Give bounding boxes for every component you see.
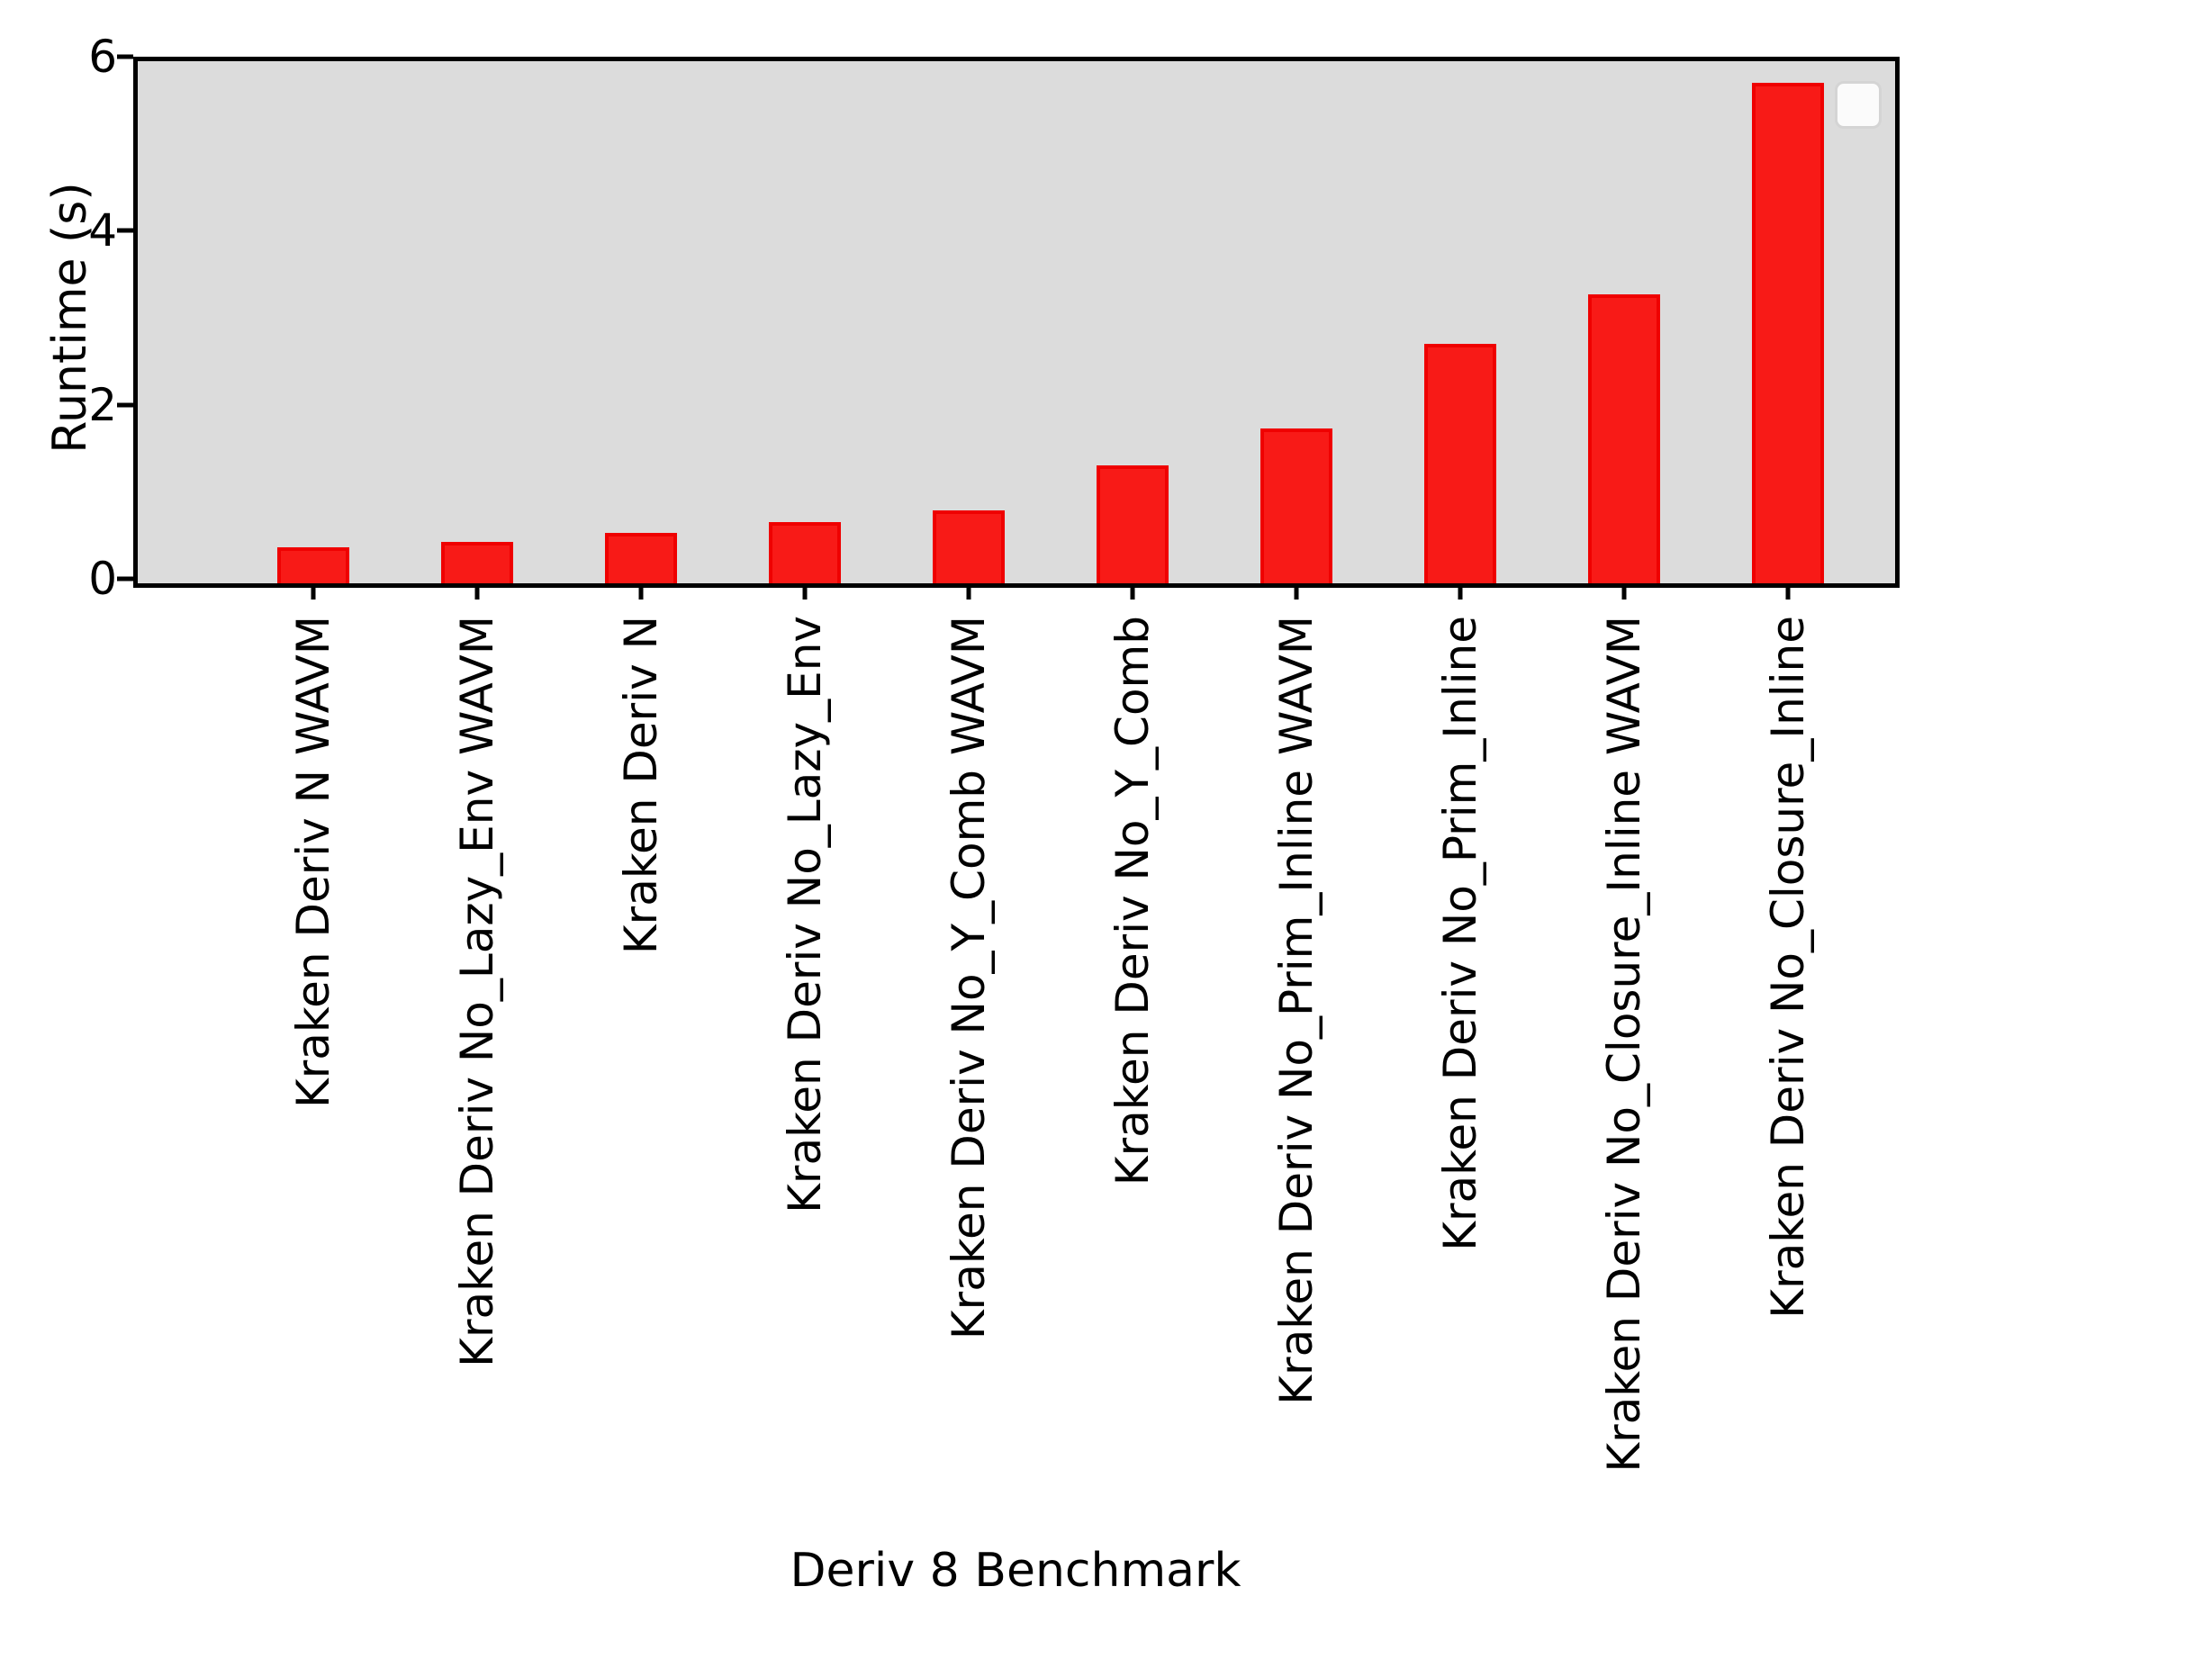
bar-6	[1097, 464, 1169, 583]
x-tick-mark	[802, 583, 808, 600]
x-tick-mark	[638, 583, 644, 600]
y-tick-label: 0	[88, 553, 117, 605]
legend-box	[1835, 81, 1882, 129]
bar-1	[277, 547, 349, 583]
x-tick-mark	[1294, 583, 1299, 600]
x-tick-label-slot: Kraken Deriv No_Y_Comb	[1051, 616, 1214, 1473]
x-tick-label: Kraken Deriv N WAVM	[286, 616, 339, 1109]
bar-8	[1424, 344, 1496, 583]
x-tick-mark	[474, 583, 480, 600]
x-tick-label: Kraken Deriv No_Y_Comb	[1106, 616, 1159, 1186]
bar-3	[605, 532, 677, 583]
bar-9	[1588, 294, 1660, 583]
bar-slot	[395, 61, 559, 583]
x-axis-label: Deriv 8 Benchmark	[790, 1544, 1241, 1598]
bar-slot	[1542, 61, 1706, 583]
x-tick-label-slot: Kraken Deriv N	[559, 616, 723, 1473]
bar-5	[933, 509, 1005, 583]
y-tick-mark	[117, 228, 133, 233]
x-tick-label: Kraken Deriv No_Y_Comb WAVM	[942, 616, 995, 1340]
bar-7	[1260, 428, 1332, 583]
x-tick-labels-container: Kraken Deriv N WAVM Kraken Deriv No_Lazy_…	[231, 616, 1870, 1473]
x-tick-label-slot: Kraken Deriv No_Closure_Inline WAVM	[1542, 616, 1706, 1473]
x-tick-label: Kraken Deriv N	[614, 616, 667, 955]
plot-area	[133, 57, 1900, 588]
x-tick-mark	[1785, 583, 1791, 600]
x-tick-label: Kraken Deriv No_Prim_Inline	[1433, 616, 1486, 1251]
x-tick-label: Kraken Deriv No_Prim_Inline WAVM	[1269, 616, 1323, 1405]
bar-2	[441, 541, 513, 583]
bars-container	[138, 61, 1895, 583]
bar-slot	[723, 61, 887, 583]
y-tick-label: 4	[88, 204, 117, 257]
bar-slot	[1214, 61, 1378, 583]
x-tick-mark	[311, 583, 316, 600]
y-tick-label: 6	[88, 31, 117, 83]
bar-slot	[559, 61, 723, 583]
x-tick-label: Kraken Deriv No_Closure_Inline WAVM	[1597, 616, 1650, 1473]
bar-slot	[231, 61, 395, 583]
bar-slot	[1706, 61, 1870, 583]
x-tick-label-slot: Kraken Deriv No_Lazy_Env	[723, 616, 887, 1473]
y-tick-mark	[117, 402, 133, 408]
bar-slot	[1051, 61, 1214, 583]
y-tick-mark	[117, 576, 133, 582]
x-tick-label-slot: Kraken Deriv No_Lazy_Env WAVM	[395, 616, 559, 1473]
bar-slot	[1378, 61, 1542, 583]
x-tick-label: Kraken Deriv No_Lazy_Env	[778, 616, 831, 1213]
x-tick-label-slot: Kraken Deriv No_Y_Comb WAVM	[887, 616, 1051, 1473]
x-tick-label-slot: Kraken Deriv No_Prim_Inline WAVM	[1214, 616, 1378, 1473]
x-tick-mark	[966, 583, 971, 600]
x-tick-label-slot: Kraken Deriv No_Closure_Inline	[1706, 616, 1870, 1473]
x-tick-mark	[1458, 583, 1463, 600]
x-tick-label: Kraken Deriv No_Lazy_Env WAVM	[450, 616, 503, 1367]
bar-10	[1752, 83, 1824, 583]
y-tick-label: 2	[88, 378, 117, 431]
x-tick-label-slot: Kraken Deriv N WAVM	[231, 616, 395, 1473]
bar-slot	[887, 61, 1051, 583]
x-tick-mark	[1130, 583, 1135, 600]
x-tick-label: Kraken Deriv No_Closure_Inline	[1761, 616, 1814, 1319]
x-tick-mark	[1621, 583, 1627, 600]
x-tick-label-slot: Kraken Deriv No_Prim_Inline	[1378, 616, 1542, 1473]
y-tick-mark	[117, 54, 133, 59]
bar-4	[769, 522, 841, 583]
